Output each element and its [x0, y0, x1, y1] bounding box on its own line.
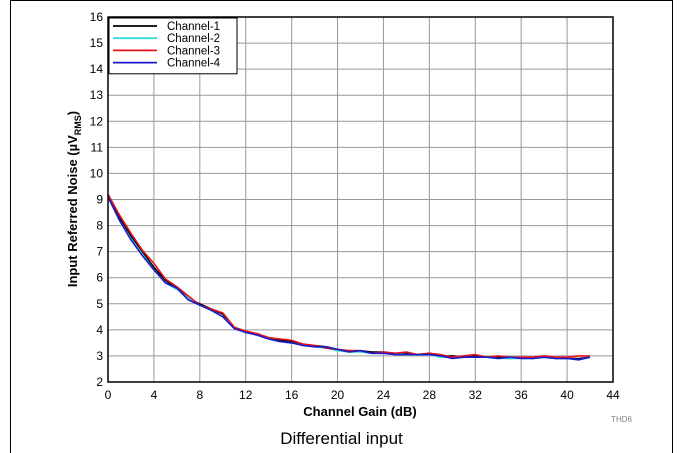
y-tick-label: 9	[96, 193, 103, 207]
y-tick-label: 6	[96, 271, 103, 285]
y-tick-label: 10	[90, 166, 104, 180]
y-tick-labels: 2 3 4 5 6 7 8 9 10 11 12 13 14 15 16	[90, 10, 104, 389]
grid-lines	[108, 17, 613, 382]
figure-caption: Differential input	[280, 429, 403, 448]
series-line-channel-2	[107, 196, 591, 361]
y-tick-label: 2	[96, 375, 103, 389]
y-tick-label: 5	[96, 297, 103, 311]
series-lines	[107, 193, 591, 361]
x-tick-label: 8	[196, 388, 203, 402]
x-tick-label: 4	[151, 388, 158, 402]
y-tick-label: 15	[90, 36, 104, 50]
y-tick-label: 11	[91, 140, 104, 154]
x-tick-label: 44	[606, 388, 620, 402]
legend-label: Channel-2	[167, 33, 220, 45]
y-tick-label: 7	[96, 245, 103, 259]
y-axis-title-close: )	[65, 111, 80, 115]
x-tick-label: 28	[423, 388, 437, 402]
x-tick-label: 0	[105, 388, 112, 402]
plot-border	[107, 16, 614, 383]
legend-label: Channel-3	[167, 45, 220, 57]
x-tick-label: 12	[239, 388, 253, 402]
y-tick-label: 4	[96, 323, 103, 337]
y-tick-label: 3	[96, 349, 103, 363]
series-line-channel-3	[107, 193, 590, 359]
frame-right-border	[672, 0, 673, 453]
y-tick-label: 16	[90, 10, 104, 24]
x-tick-labels: 0 4 8 12 16 20 24 28 32 36 40 44	[105, 388, 620, 402]
y-tick-label: 8	[96, 219, 103, 233]
legend-label: Channel-1	[167, 21, 220, 33]
y-axis-title-main: Input Referred Noise (µV	[65, 135, 80, 287]
y-axis-title-subscript: RMS	[73, 115, 83, 135]
x-axis-title: Channel Gain (dB)	[303, 404, 416, 419]
x-tick-label: 20	[331, 388, 345, 402]
chart-id-label: THD6	[611, 415, 632, 424]
y-tick-label: 14	[90, 62, 104, 76]
x-tick-label: 24	[377, 388, 391, 402]
x-tick-label: 32	[469, 388, 483, 402]
noise-vs-gain-chart: 0 4 8 12 16 20 24 28 32 36 40 44 2 3 4 5 6 7 8 9 10 11 12 13 14…	[65, 10, 633, 424]
x-tick-label: 16	[285, 388, 299, 402]
y-tick-label: 13	[90, 88, 104, 102]
series-line-channel-1	[107, 193, 591, 360]
frame-left-border	[10, 0, 11, 453]
legend-label: Channel-4	[167, 58, 221, 70]
y-tick-label: 12	[90, 114, 104, 128]
legend-box	[108, 17, 238, 75]
y-axis-title: Input Referred Noise (µVRMS)	[65, 111, 83, 287]
x-tick-label: 36	[515, 388, 529, 402]
frame-top-border	[10, 0, 673, 1]
series-line-channel-4	[107, 196, 591, 361]
x-tick-label: 40	[560, 388, 574, 402]
